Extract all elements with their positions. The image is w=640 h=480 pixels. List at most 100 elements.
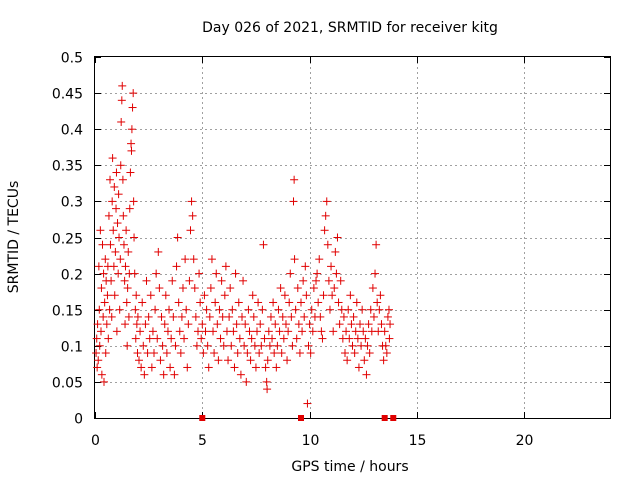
data-point	[260, 334, 269, 343]
data-point	[167, 334, 176, 343]
data-point	[130, 233, 139, 242]
data-point	[344, 305, 353, 314]
y-tick-label: 0.5	[61, 51, 83, 67]
data-point	[278, 312, 287, 321]
data-point	[241, 320, 250, 329]
data-point	[385, 334, 394, 343]
data-point	[266, 312, 275, 321]
data-point	[132, 291, 141, 300]
data-point	[186, 226, 195, 235]
data-point	[244, 305, 253, 314]
data-point	[382, 349, 391, 358]
data-point	[205, 312, 214, 321]
data-point	[217, 276, 226, 285]
data-point	[202, 305, 211, 314]
data-point	[301, 262, 310, 271]
data-point	[287, 312, 296, 321]
data-point	[268, 334, 277, 343]
data-point	[129, 197, 138, 206]
data-point	[256, 320, 265, 329]
data-point	[98, 240, 107, 249]
data-point	[358, 305, 367, 314]
data-point	[275, 327, 284, 336]
data-point	[197, 334, 206, 343]
data-point	[249, 312, 258, 321]
data-point	[180, 334, 189, 343]
data-point	[317, 327, 326, 336]
data-point	[295, 349, 304, 358]
data-point	[320, 226, 329, 235]
data-point	[251, 363, 260, 372]
data-point	[348, 341, 357, 350]
data-point	[347, 320, 356, 329]
data-point	[165, 305, 174, 314]
data-point	[380, 327, 389, 336]
data-point	[152, 269, 161, 278]
data-point	[145, 334, 154, 343]
data-point	[269, 298, 278, 307]
data-point	[115, 305, 124, 314]
data-point	[94, 356, 103, 365]
data-point	[221, 262, 230, 271]
data-point	[327, 262, 336, 271]
data-point	[158, 341, 167, 350]
data-point	[116, 255, 125, 264]
data-point	[94, 262, 103, 271]
data-point	[335, 320, 344, 329]
data-point	[154, 247, 163, 256]
data-point	[318, 334, 327, 343]
data-points	[92, 81, 395, 408]
data-point	[271, 320, 280, 329]
data-point	[364, 320, 373, 329]
data-point	[103, 291, 112, 300]
data-point	[376, 291, 385, 300]
data-point	[151, 305, 160, 314]
data-point	[198, 320, 207, 329]
data-point	[366, 305, 375, 314]
data-point	[123, 284, 132, 293]
data-point	[97, 327, 106, 336]
data-point	[160, 320, 169, 329]
data-point	[313, 269, 322, 278]
data-point	[354, 363, 363, 372]
data-point	[99, 312, 108, 321]
data-point	[168, 276, 177, 285]
data-point	[349, 312, 358, 321]
data-point	[136, 327, 145, 336]
data-point	[325, 305, 334, 314]
x-axis-label: GPS time / hours	[291, 459, 408, 475]
data-point	[157, 312, 166, 321]
data-point	[97, 284, 106, 293]
data-point	[92, 349, 101, 358]
data-point	[100, 377, 109, 386]
data-point	[159, 370, 168, 379]
data-point	[247, 334, 256, 343]
data-point	[147, 363, 156, 372]
data-point	[235, 334, 244, 343]
data-point	[97, 370, 106, 379]
data-point	[315, 255, 324, 264]
data-point	[371, 269, 380, 278]
x-tick-label: 5	[198, 433, 207, 449]
data-point	[304, 341, 313, 350]
data-point	[299, 276, 308, 285]
data-point	[213, 320, 222, 329]
data-point	[130, 269, 139, 278]
data-point	[131, 334, 140, 343]
data-point	[133, 312, 142, 321]
data-point	[262, 377, 271, 386]
data-point	[361, 334, 370, 343]
zero-gap-marker	[390, 415, 397, 421]
data-point	[102, 320, 111, 329]
data-point	[199, 349, 208, 358]
data-point	[126, 168, 135, 177]
data-point	[300, 312, 309, 321]
data-point	[276, 284, 285, 293]
data-point	[129, 89, 138, 98]
data-point	[255, 349, 264, 358]
data-point	[96, 226, 105, 235]
data-point	[286, 269, 295, 278]
data-point	[161, 291, 170, 300]
data-point	[114, 190, 123, 199]
